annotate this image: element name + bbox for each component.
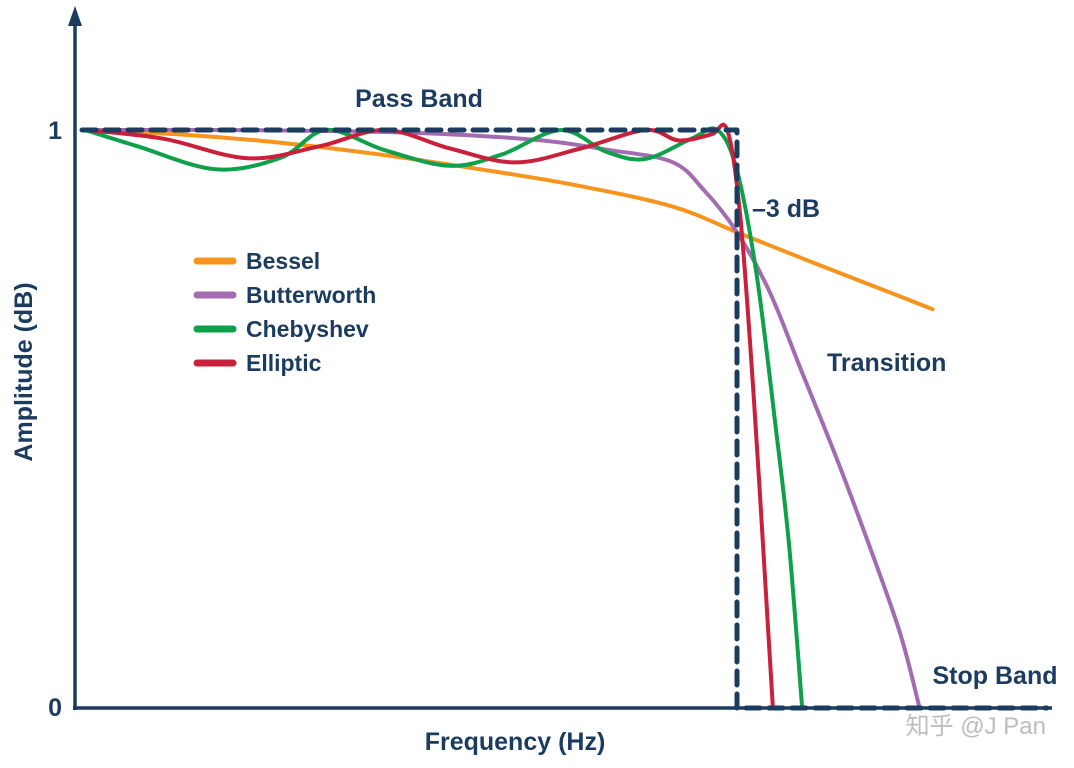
legend-label-butterworth: Butterworth: [246, 282, 376, 308]
y-axis-arrow-icon: [68, 6, 82, 26]
y-tick-0: 0: [48, 694, 62, 722]
series-curve-elliptic: [83, 122, 775, 710]
legend-label-chebyshev: Chebyshev: [246, 316, 369, 342]
stop-band-label: Stop Band: [933, 662, 1058, 690]
ideal-filter-dashed-outline: [79, 127, 1050, 711]
legend-item-bessel: Bessel: [193, 248, 320, 274]
series-curve-bessel: [83, 128, 935, 312]
y-axis-title: Amplitude (dB): [10, 282, 38, 461]
transition-label: Transition: [827, 349, 946, 377]
legend-label-elliptic: Elliptic: [246, 350, 322, 376]
pass-band-label: Pass Band: [355, 85, 483, 113]
legend-item-butterworth: Butterworth: [193, 282, 376, 308]
legend: Bessel Butterworth Chebyshev Elliptic: [193, 248, 376, 376]
watermark-text: 知乎 @J Pan: [906, 713, 1046, 740]
legend-label-bessel: Bessel: [246, 248, 320, 274]
series-curve-chebyshev: [83, 126, 805, 710]
x-axis-title: Frequency (Hz): [425, 728, 606, 756]
y-tick-1: 1: [48, 117, 62, 145]
legend-item-elliptic: Elliptic: [193, 350, 322, 376]
legend-item-chebyshev: Chebyshev: [193, 316, 369, 342]
minus-3db-label: –3 dB: [752, 195, 820, 223]
